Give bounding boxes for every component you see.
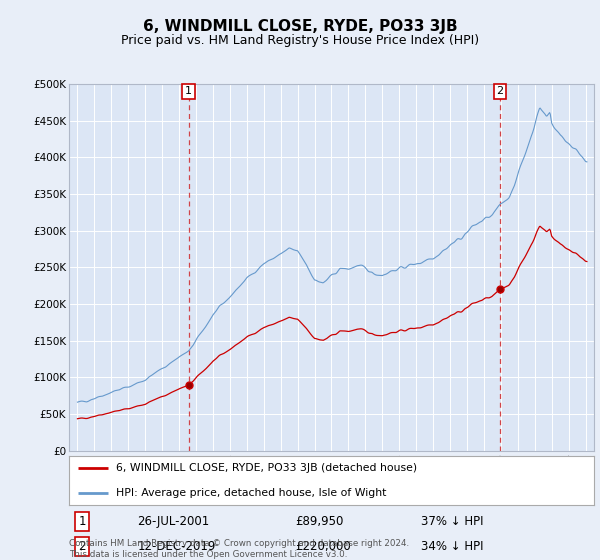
Text: 34% ↓ HPI: 34% ↓ HPI [421, 540, 483, 553]
Text: Contains HM Land Registry data © Crown copyright and database right 2024.
This d: Contains HM Land Registry data © Crown c… [69, 539, 409, 559]
Text: Price paid vs. HM Land Registry's House Price Index (HPI): Price paid vs. HM Land Registry's House … [121, 34, 479, 47]
Text: 6, WINDMILL CLOSE, RYDE, PO33 3JB (detached house): 6, WINDMILL CLOSE, RYDE, PO33 3JB (detac… [116, 463, 418, 473]
Text: HPI: Average price, detached house, Isle of Wight: HPI: Average price, detached house, Isle… [116, 488, 386, 498]
Text: 1: 1 [79, 515, 86, 528]
Text: 12-DEC-2019: 12-DEC-2019 [137, 540, 215, 553]
Text: 26-JUL-2001: 26-JUL-2001 [137, 515, 209, 528]
Text: 1: 1 [185, 86, 192, 96]
Text: 37% ↓ HPI: 37% ↓ HPI [421, 515, 483, 528]
Text: £89,950: £89,950 [295, 515, 343, 528]
Text: 6, WINDMILL CLOSE, RYDE, PO33 3JB: 6, WINDMILL CLOSE, RYDE, PO33 3JB [143, 20, 457, 34]
Text: 2: 2 [496, 86, 503, 96]
Text: £220,000: £220,000 [295, 540, 350, 553]
Text: 2: 2 [79, 540, 86, 553]
